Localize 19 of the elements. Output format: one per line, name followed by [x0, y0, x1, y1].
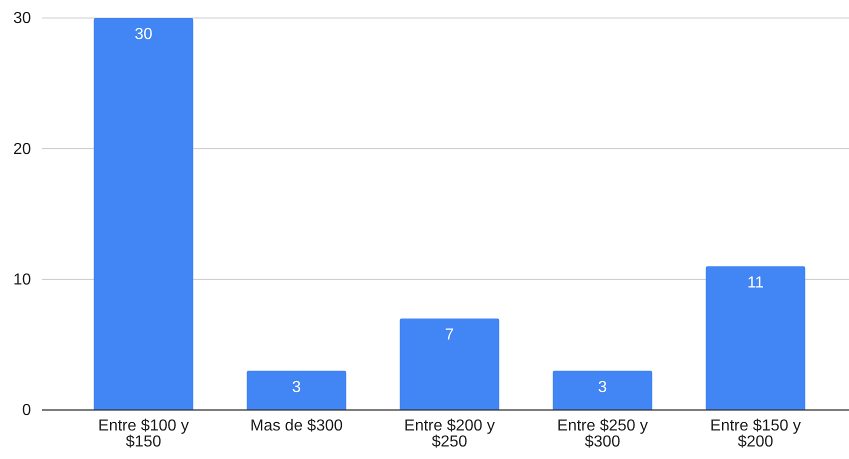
x-tick-label: Entre $150 y $200: [710, 418, 801, 451]
data-label: 11: [747, 274, 764, 292]
data-label: 3: [292, 378, 302, 396]
bar: [400, 318, 500, 410]
bar: [94, 18, 194, 410]
y-tick-label: 30: [13, 10, 32, 28]
y-tick-label: 20: [13, 140, 32, 158]
y-tick-label: 10: [13, 271, 32, 288]
bar: [552, 370, 652, 410]
bar: [246, 370, 346, 410]
x-tick-label: Mas de $300: [250, 418, 343, 435]
x-tick-label: Entre $100 y $150: [98, 418, 189, 451]
x-tick-label: Entre $200 y $250: [404, 418, 495, 451]
x-tick-label: Entre $250 y $300: [557, 418, 648, 451]
data-label: 3: [598, 378, 608, 396]
y-tick-label: 0: [22, 402, 32, 420]
bar: [706, 266, 806, 410]
data-label: 30: [134, 26, 152, 43]
data-label: 7: [445, 326, 454, 344]
